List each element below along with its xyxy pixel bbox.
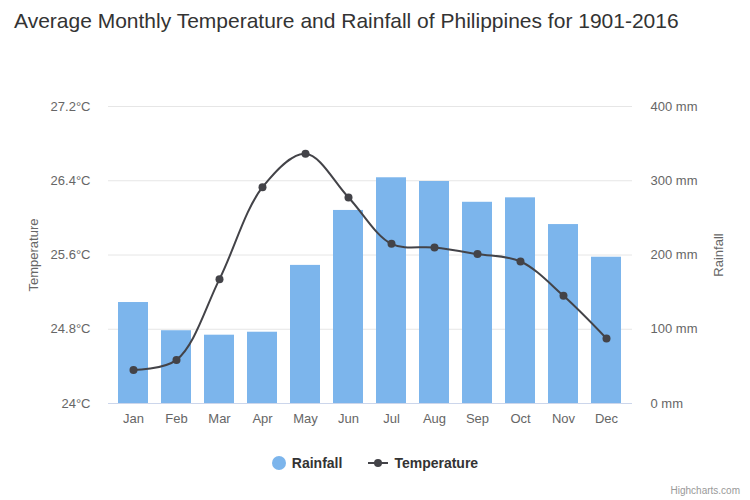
svg-text:Temperature: Temperature xyxy=(26,219,41,292)
svg-text:Feb: Feb xyxy=(165,411,187,426)
svg-text:Jul: Jul xyxy=(383,411,400,426)
html-text:Average Monthly Temperature an: Average Monthly Temperature and Rainfall… xyxy=(14,9,679,32)
svg-text:Jan: Jan xyxy=(123,411,144,426)
svg-text:27.2°C: 27.2°C xyxy=(51,99,91,114)
svg-text:Jun: Jun xyxy=(338,411,359,426)
html-text:Highcharts.com: Highcharts.com xyxy=(670,485,740,496)
svg-text:200 mm: 200 mm xyxy=(651,247,698,262)
svg-text:Oct: Oct xyxy=(510,411,531,426)
svg-text:26.4°C: 26.4°C xyxy=(51,173,91,188)
svg-text:Sep: Sep xyxy=(466,411,489,426)
html-text:Temperature: Temperature xyxy=(394,455,479,471)
svg-text:0 mm: 0 mm xyxy=(651,396,684,411)
svg-text:Rainfall: Rainfall xyxy=(711,233,726,276)
svg-text:300 mm: 300 mm xyxy=(651,173,698,188)
svg-text:25.6°C: 25.6°C xyxy=(51,247,91,262)
svg-text:24.8°C: 24.8°C xyxy=(51,321,91,336)
svg-text:Mar: Mar xyxy=(208,411,231,426)
svg-text:Aug: Aug xyxy=(423,411,446,426)
svg-text:Apr: Apr xyxy=(252,411,273,426)
svg-text:May: May xyxy=(293,411,318,426)
html-text:Rainfall: Rainfall xyxy=(291,455,343,471)
svg-text:100 mm: 100 mm xyxy=(651,321,698,336)
svg-text:400 mm: 400 mm xyxy=(651,99,698,114)
svg-text:24°C: 24°C xyxy=(61,396,90,411)
svg-text:Nov: Nov xyxy=(552,411,576,426)
svg-text:Dec: Dec xyxy=(595,411,619,426)
